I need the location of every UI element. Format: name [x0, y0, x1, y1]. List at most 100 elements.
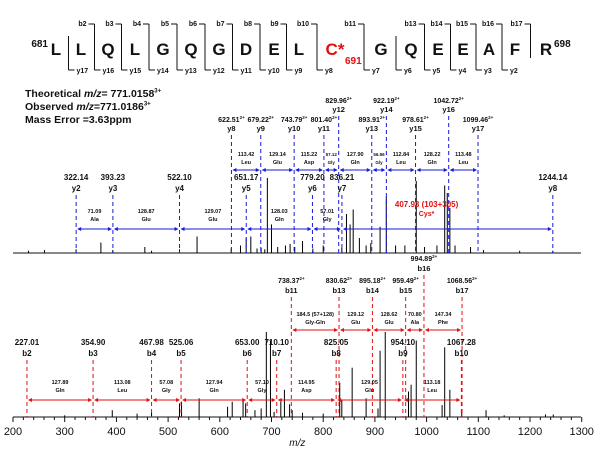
ion-mz-label: 978.612+ — [402, 115, 429, 124]
arrow-head — [27, 398, 32, 402]
ion-label: y12 — [332, 105, 345, 114]
b-ion-label: b14 — [430, 21, 442, 28]
interval-amino-acid: Gly — [162, 388, 172, 394]
ion-mz-label: 743.792+ — [281, 115, 308, 124]
arrow-head — [271, 398, 276, 402]
x-tick-label: 200 — [4, 426, 22, 438]
ion-mz-label: 522.10 — [167, 173, 192, 182]
interval-mass: 184.5 (57+128) — [296, 312, 334, 318]
arrow-head — [473, 168, 478, 172]
ion-mz-label: 893.912+ — [358, 115, 385, 124]
x-tick-label: 1300 — [569, 426, 593, 438]
interval-mass: 113.42 — [238, 152, 255, 158]
interval-mass: 113.48 — [455, 152, 472, 158]
charge-state: 2+ — [347, 276, 353, 281]
interval-amino-acid: Gln — [351, 160, 361, 166]
interval-amino-acid: Glu — [273, 160, 282, 166]
arrow-head — [77, 227, 82, 231]
residue: G — [374, 40, 387, 59]
arrow-head — [176, 398, 181, 402]
charge-state: 3+ — [143, 101, 151, 108]
y-ion-label: y7 — [372, 68, 380, 75]
ion-mz-label: 825.05 — [324, 338, 349, 347]
y-ion-label: y10 — [268, 68, 280, 75]
x-axis-label: m/z — [289, 438, 305, 449]
charge-state: 2+ — [472, 276, 478, 281]
b-ion-label: b16 — [482, 21, 494, 28]
residue: G — [212, 40, 225, 59]
end-position: 698 — [554, 39, 571, 50]
residue: Q — [184, 40, 197, 59]
interval-amino-acid: Phe — [438, 320, 448, 326]
theoretical-value: = 771.0158 — [101, 88, 155, 100]
arrow-head — [248, 398, 253, 402]
ion-label: b17 — [456, 286, 469, 295]
ion-label: y13 — [365, 124, 378, 133]
x-tick-label: 300 — [56, 426, 74, 438]
ion-label: y9 — [257, 124, 265, 133]
arrow-head — [88, 398, 93, 402]
residue-number: 691 — [345, 56, 362, 67]
interval-amino-acid: Leu — [427, 388, 437, 394]
residue: A — [483, 40, 495, 59]
interval-amino-acid: Asp — [301, 388, 312, 394]
residue: Q — [404, 40, 417, 59]
ion-mz-label: 1099.462+ — [463, 115, 494, 124]
interval-mass: 129.12 — [347, 312, 364, 318]
arrow-head — [261, 168, 266, 172]
arrow-head — [449, 168, 454, 172]
interval-mass: 56.56 — [373, 152, 385, 157]
interval-amino-acid: Leu — [241, 160, 251, 166]
interval-amino-acid: Leu — [396, 160, 406, 166]
ion-label: b7 — [272, 349, 282, 358]
residue-modified: C* — [326, 40, 345, 59]
interval-amino-acid: Glu — [365, 388, 374, 394]
theoretical-mz: Theoretical m/z= 771.01583+ — [25, 88, 161, 100]
residue: G — [156, 40, 169, 59]
charge-state: 2+ — [347, 96, 353, 101]
arrow-head — [372, 168, 377, 172]
observed-mz: Observed m/z=771.01863+ — [25, 101, 151, 113]
interval-mass: 70.80 — [408, 312, 422, 318]
arrow-head — [406, 328, 411, 332]
charge-state: 2+ — [332, 115, 338, 120]
interval-mass: 115.22 — [301, 152, 318, 158]
interval-mass: 147.34 — [435, 312, 453, 318]
ion-mz-label: 322.14 — [64, 173, 89, 182]
ion-label: y11 — [318, 124, 330, 133]
ion-mz-label: 836.21 — [330, 173, 355, 182]
interval-mass: 128.03 — [271, 209, 288, 215]
b-ion-label: b15 — [456, 21, 468, 28]
arrow-head — [333, 168, 338, 172]
ion-label: b3 — [88, 349, 98, 358]
b-ion-label: b10 — [297, 21, 309, 28]
y-ion-label: y3 — [484, 68, 492, 75]
b-ion-label: b5 — [161, 21, 169, 28]
ion-label: b16 — [417, 264, 430, 273]
y-ion-label: y4 — [459, 68, 467, 75]
ion-label: y17 — [472, 124, 485, 133]
arrow-head — [397, 398, 402, 402]
interval-amino-acid: Gly — [375, 160, 383, 165]
charge-state: 2+ — [414, 276, 420, 281]
y-ion-label: y15 — [130, 68, 142, 75]
arrow-head — [403, 398, 408, 402]
interval-mass: 113.18 — [424, 380, 441, 386]
ion-mz-label: 651.17 — [234, 173, 259, 182]
ion-mz-label: 738.372+ — [278, 276, 305, 285]
x-tick-label: 800 — [314, 426, 332, 438]
ion-mz-label: 525.06 — [169, 338, 194, 347]
ion-mz-label: 393.23 — [101, 173, 126, 182]
residue: E — [432, 40, 443, 59]
charge-state: 2+ — [381, 276, 387, 281]
interval-mass: 129.05 — [361, 380, 378, 386]
interval-mass: 127.94 — [206, 380, 224, 386]
interval-amino-acid: Leu — [117, 388, 127, 394]
ion-label: y6 — [308, 184, 317, 193]
ion-label: b14 — [366, 286, 380, 295]
interval-mass: 129.07 — [204, 209, 221, 215]
interval-mass: 114.95 — [298, 380, 315, 386]
arrow-head — [424, 328, 429, 332]
x-tick-label: 1200 — [518, 426, 542, 438]
